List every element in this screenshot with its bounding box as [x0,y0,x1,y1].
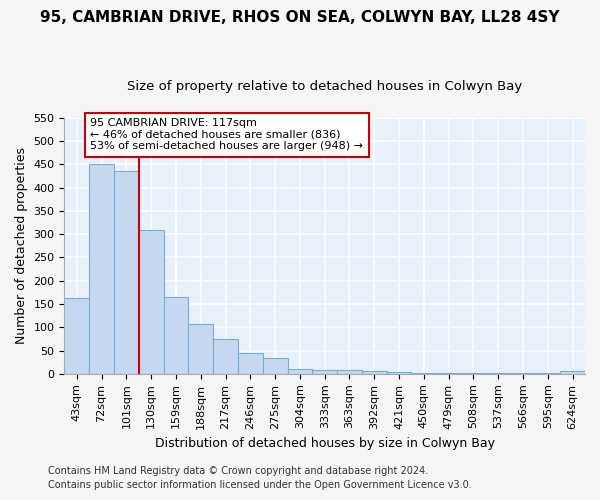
Bar [560,372,585,374]
Text: 95, CAMBRIAN DRIVE, RHOS ON SEA, COLWYN BAY, LL28 4SY: 95, CAMBRIAN DRIVE, RHOS ON SEA, COLWYN … [40,10,560,25]
Bar [238,354,263,374]
X-axis label: Distribution of detached houses by size in Colwyn Bay: Distribution of detached houses by size … [155,437,495,450]
Bar [139,230,164,374]
Text: 95 CAMBRIAN DRIVE: 117sqm
← 46% of detached houses are smaller (836)
53% of semi: 95 CAMBRIAN DRIVE: 117sqm ← 46% of detac… [91,118,364,152]
Text: Contains HM Land Registry data © Crown copyright and database right 2024.
Contai: Contains HM Land Registry data © Crown c… [48,466,472,490]
Bar [386,372,412,374]
Bar [337,370,362,374]
Bar [313,370,337,374]
Bar [213,340,238,374]
Title: Size of property relative to detached houses in Colwyn Bay: Size of property relative to detached ho… [127,80,523,93]
Bar [114,172,139,374]
Bar [188,324,213,374]
Bar [362,371,386,374]
Bar [164,297,188,374]
Bar [287,368,313,374]
Bar [64,298,89,374]
Bar [89,164,114,374]
Bar [263,358,287,374]
Y-axis label: Number of detached properties: Number of detached properties [15,148,28,344]
